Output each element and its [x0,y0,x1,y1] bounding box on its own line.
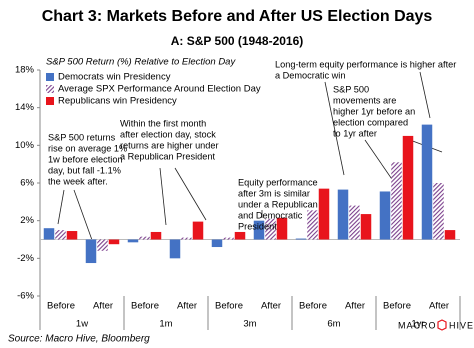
annotation: President [238,221,277,231]
x-tick-label: After [93,301,113,312]
bar [391,162,402,240]
annotation: 1w before election [48,154,123,164]
x-tick-label: Before [47,301,75,312]
annotation: the week after. [48,176,108,186]
y-tick-label: -2% [17,253,34,264]
annotation: election compared [333,117,408,127]
x-tick-label: Before [383,301,411,312]
group-label: 3m [243,319,256,330]
chart-subtitle: A: S&P 500 (1948-2016) [171,34,304,48]
bar [181,237,192,240]
bar [295,238,307,240]
annotation: movements are [333,95,396,105]
bar [150,231,162,240]
legend-swatch [46,97,54,105]
legend-label: Republicans win Presidency [58,96,177,107]
bar [265,218,276,240]
legend-swatch [46,73,54,81]
x-tick-label: Before [131,301,159,312]
annotation: higher 1yr before an [333,106,415,116]
x-tick-label: After [261,301,281,312]
group-label: 1w [76,319,88,330]
annotation: a Republican President [120,151,215,161]
y-tick-label: 2% [20,215,34,226]
bar [337,189,349,240]
legend-label: Average SPX Performance Around Election … [58,84,261,95]
annotation: after election day, stock [120,129,216,139]
bar [55,230,66,240]
bar [139,236,150,240]
annotation: a Democratic win [275,70,345,80]
x-tick-label: Before [299,301,327,312]
annotation: and Democratic [238,210,303,220]
bar [253,220,265,240]
bar [127,239,139,243]
legend-title: S&P 500 Return (%) Relative to Election … [46,57,236,68]
bar [169,239,181,259]
annotation: S&P 500 [333,84,369,94]
annotation: S&P 500 returns [48,132,116,142]
bar [433,183,444,240]
annotation: under a Republican [238,199,318,209]
annotation: after 3m is similar [238,188,310,198]
bar [360,214,372,240]
annotation: to 1yr after [333,128,377,138]
bar [307,210,318,240]
bar [192,221,204,240]
y-tick-label: -6% [17,291,34,302]
logo: MACRO HIVE [398,319,474,331]
group-label: 1yr [411,319,424,330]
logo-text: HIVE [449,320,474,330]
x-tick-label: After [345,301,365,312]
x-tick-label: Before [215,301,243,312]
bar [349,205,360,240]
bar [421,124,433,240]
logo-text: MACRO [398,320,437,330]
bar [444,230,456,240]
annotation: returns are higher under [120,140,219,150]
bar [43,228,55,240]
bar [223,237,234,240]
y-tick-label: 14% [15,102,35,113]
y-tick-label: 10% [15,140,35,151]
annotation: day, but fall -1.1% [48,165,121,175]
annotation: Within the first month [120,118,206,128]
x-tick-label: After [429,301,449,312]
bar [276,217,288,240]
legend-swatch [46,85,54,93]
bar [108,239,120,245]
group-label: 1m [159,319,172,330]
bar [97,239,108,251]
bar [402,135,414,240]
legend-label: Democrats win Presidency [58,72,171,83]
chart-title: Chart 3: Markets Before and After US Ele… [42,8,433,25]
bar [85,239,97,264]
source: Source: Macro Hive, Bloomberg [8,334,150,345]
y-tick-label: 18% [15,65,35,76]
annotation: Long-term equity performance is higher a… [275,59,456,69]
bar [379,191,391,240]
group-label: 6m [327,319,340,330]
bar [211,239,223,248]
x-tick-label: After [177,301,197,312]
y-tick-label: 6% [20,178,34,189]
bar [234,231,246,240]
bar [318,188,330,240]
annotation: Equity performance [238,177,318,187]
bar [66,231,78,240]
annotation: rise on average 1% [48,143,127,153]
